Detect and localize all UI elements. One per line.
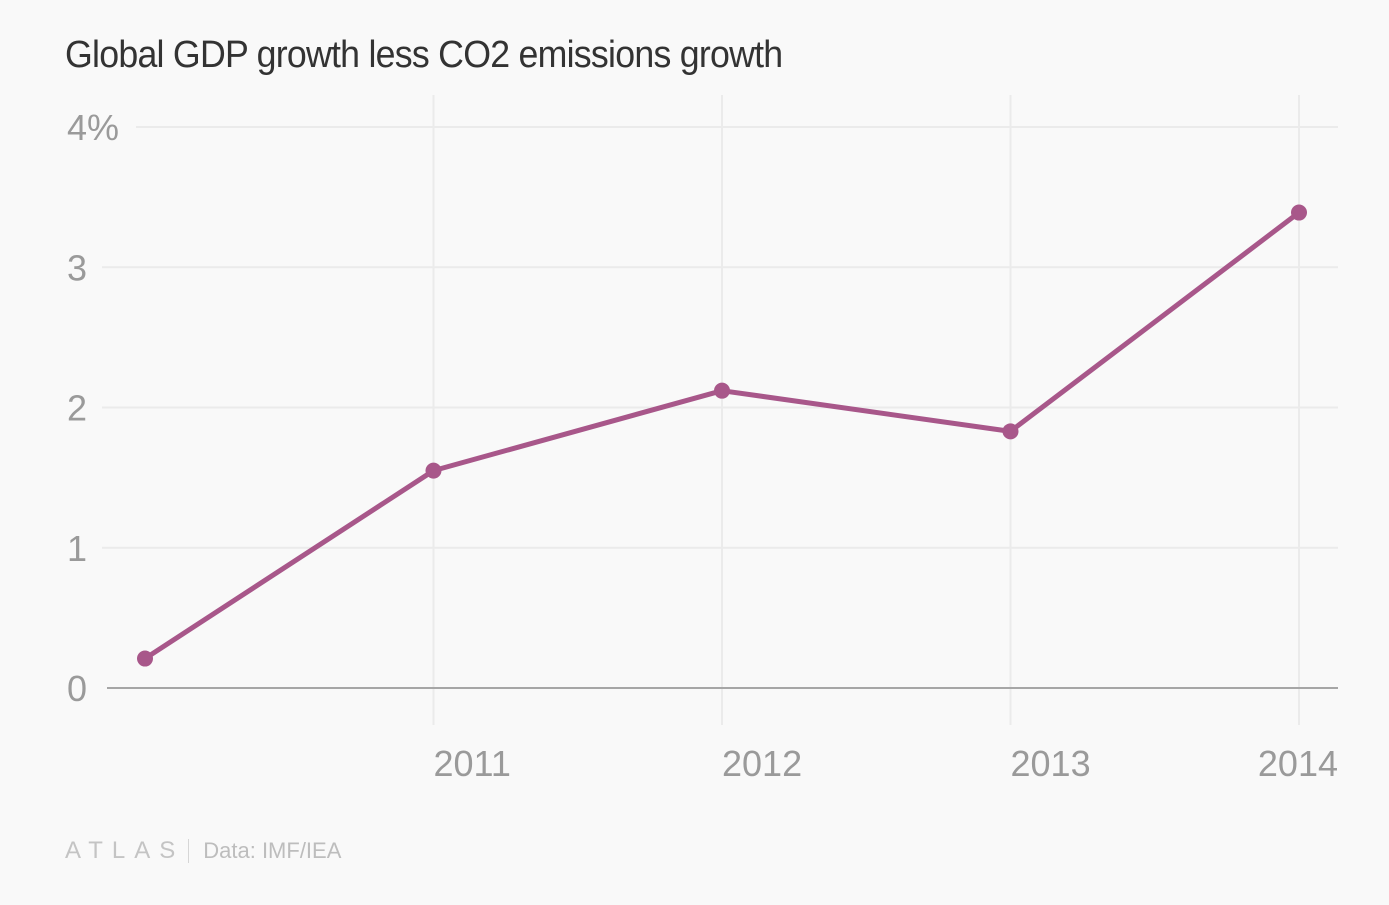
x-tick-label: 2011: [434, 743, 511, 784]
y-tick-label: 3: [67, 247, 87, 288]
y-tick-label: 2: [67, 388, 87, 429]
y-tick-label: 4%: [67, 107, 119, 148]
data-point: [137, 650, 153, 667]
data-point: [425, 462, 442, 479]
data-point: [714, 382, 730, 399]
y-tick-label: 1: [67, 528, 87, 569]
x-gridlines: [432, 95, 1300, 725]
y-gridlines: [102, 126, 1338, 549]
x-tick-label: 2012: [722, 743, 802, 784]
x-tick-label: 2014: [1258, 743, 1338, 784]
atlas-logo: ATLAS: [65, 837, 185, 864]
data-point: [1002, 423, 1019, 440]
data-source: Data: IMF/IEA: [203, 838, 342, 863]
x-tick-label: 2013: [1011, 743, 1091, 784]
footer-divider: [188, 839, 190, 863]
data-point: [1291, 204, 1307, 221]
footer: ATLAS Data: IMF/IEA: [65, 837, 341, 865]
series-layer: [137, 204, 1307, 667]
y-tick-labels: 0 1 2 3 4%: [67, 107, 119, 709]
chart-title: Global GDP growth less CO2 emissions gro…: [65, 34, 783, 76]
x-tick-labels: 2011 2012 2013 2014: [434, 743, 1339, 784]
y-tick-label: 0: [67, 668, 87, 709]
